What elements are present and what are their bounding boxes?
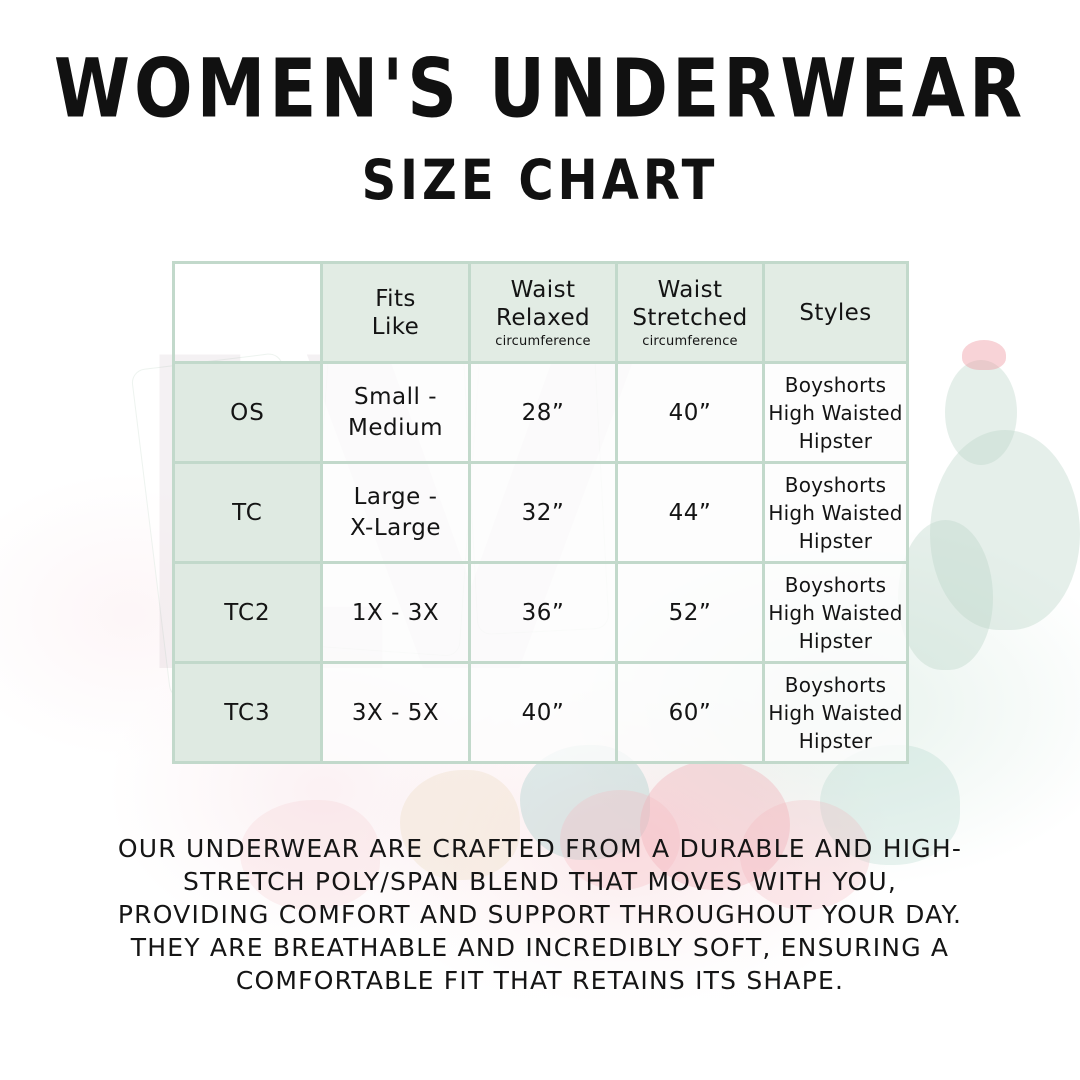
footer-line: THEY ARE BREATHABLE AND INCREDIBLY SOFT,… bbox=[130, 933, 950, 962]
cell-styles-line2: High Waisted bbox=[768, 500, 903, 525]
cell-fits-like-line1: Small - bbox=[354, 383, 437, 410]
header-fits-like-line1: Fits bbox=[375, 285, 416, 312]
cell-waist-stretched: 44” bbox=[615, 461, 765, 564]
page-title: WOMEN'S UNDERWEAR bbox=[53, 42, 1027, 137]
cell-fits-like: Large - X-Large bbox=[320, 461, 471, 564]
cell-styles-line1: Boyshorts bbox=[784, 472, 887, 497]
table-row: TC2 1X - 3X 36” 52” Boyshorts High Waist… bbox=[172, 561, 909, 664]
cell-waist-relaxed: 32” bbox=[468, 461, 618, 564]
cell-fits-like-line2: Medium bbox=[348, 414, 443, 441]
header-waist-relaxed-line2: Relaxed bbox=[495, 304, 591, 331]
cell-waist-stretched: 52” bbox=[615, 561, 765, 664]
cell-fits-like-line2: X-Large bbox=[349, 514, 442, 541]
header-waist-relaxed-sublabel: circumference bbox=[495, 333, 591, 349]
cell-waist-stretched: 40” bbox=[615, 361, 765, 464]
header-waist-relaxed-line1: Waist bbox=[510, 276, 576, 303]
cell-size: TC3 bbox=[172, 661, 323, 764]
header-waist-relaxed: Waist Relaxed circumference bbox=[468, 261, 618, 364]
cell-size: TC bbox=[172, 461, 323, 564]
table-row: TC Large - X-Large 32” 44” Boyshorts Hig… bbox=[172, 461, 909, 564]
footer-description: OUR UNDERWEAR ARE CRAFTED FROM A DURABLE… bbox=[90, 832, 990, 997]
cell-styles-line1: Boyshorts bbox=[784, 672, 887, 697]
cell-waist-stretched: 60” bbox=[615, 661, 765, 764]
cell-styles-line2: High Waisted bbox=[768, 400, 903, 425]
cell-styles: Boyshorts High Waisted Hipster bbox=[762, 561, 909, 664]
size-chart-table: Fits Like Waist Relaxed circumference Wa… bbox=[172, 261, 909, 764]
cactus-top-pad-icon bbox=[945, 360, 1017, 465]
header-waist-stretched-sublabel: circumference bbox=[642, 333, 738, 349]
footer-line: COMFORTABLE FIT THAT RETAINS ITS SHAPE. bbox=[235, 966, 845, 995]
footer-line: OUR UNDERWEAR ARE CRAFTED FROM A DURABLE… bbox=[117, 834, 963, 863]
page-subtitle: SIZE CHART bbox=[361, 148, 719, 213]
cell-styles-line3: Hipster bbox=[798, 628, 873, 653]
footer-line: PROVIDING COMFORT AND SUPPORT THROUGHOUT… bbox=[117, 900, 963, 929]
header-corner-blank bbox=[172, 261, 323, 364]
header-fits-like-line2: Like bbox=[371, 313, 420, 340]
cell-styles-line2: High Waisted bbox=[768, 600, 903, 625]
cell-fits-like-line1: Large - bbox=[353, 483, 438, 510]
cactus-pad-icon bbox=[930, 430, 1080, 630]
cell-styles-line3: Hipster bbox=[798, 728, 873, 753]
size-chart-table-wrapper: Fits Like Waist Relaxed circumference Wa… bbox=[172, 261, 909, 764]
cell-waist-relaxed: 28” bbox=[468, 361, 618, 464]
cell-styles-line3: Hipster bbox=[798, 528, 873, 553]
cell-waist-relaxed: 40” bbox=[468, 661, 618, 764]
footer-line: STRETCH POLY/SPAN BLEND THAT MOVES WITH … bbox=[183, 867, 897, 896]
cell-styles: Boyshorts High Waisted Hipster bbox=[762, 461, 909, 564]
table-row: OS Small - Medium 28” 40” Boyshorts High… bbox=[172, 361, 909, 464]
cell-fits-like: Small - Medium bbox=[320, 361, 471, 464]
header-styles-label: Styles bbox=[799, 299, 872, 326]
cactus-side-pad-icon bbox=[898, 520, 993, 670]
cell-styles-line3: Hipster bbox=[798, 428, 873, 453]
table-header-row: Fits Like Waist Relaxed circumference Wa… bbox=[172, 261, 909, 364]
cell-styles: Boyshorts High Waisted Hipster bbox=[762, 361, 909, 464]
cell-styles-line1: Boyshorts bbox=[784, 372, 887, 397]
cell-styles: Boyshorts High Waisted Hipster bbox=[762, 661, 909, 764]
cell-fits-like: 3X - 5X bbox=[320, 661, 471, 764]
cactus-bloom-icon bbox=[962, 340, 1006, 370]
cell-styles-line2: High Waisted bbox=[768, 700, 903, 725]
header-styles: Styles bbox=[762, 261, 909, 364]
cell-size: TC2 bbox=[172, 561, 323, 664]
header-fits-like: Fits Like bbox=[320, 261, 471, 364]
cell-size: OS bbox=[172, 361, 323, 464]
cell-fits-like: 1X - 3X bbox=[320, 561, 471, 664]
cell-waist-relaxed: 36” bbox=[468, 561, 618, 664]
cell-styles-line1: Boyshorts bbox=[784, 572, 887, 597]
table-row: TC3 3X - 5X 40” 60” Boyshorts High Waist… bbox=[172, 661, 909, 764]
page-title-block: WOMEN'S UNDERWEAR SIZE CHART bbox=[0, 40, 1080, 212]
header-waist-stretched: Waist Stretched circumference bbox=[615, 261, 765, 364]
header-waist-stretched-line1: Waist bbox=[657, 276, 723, 303]
header-waist-stretched-line2: Stretched bbox=[632, 304, 748, 331]
